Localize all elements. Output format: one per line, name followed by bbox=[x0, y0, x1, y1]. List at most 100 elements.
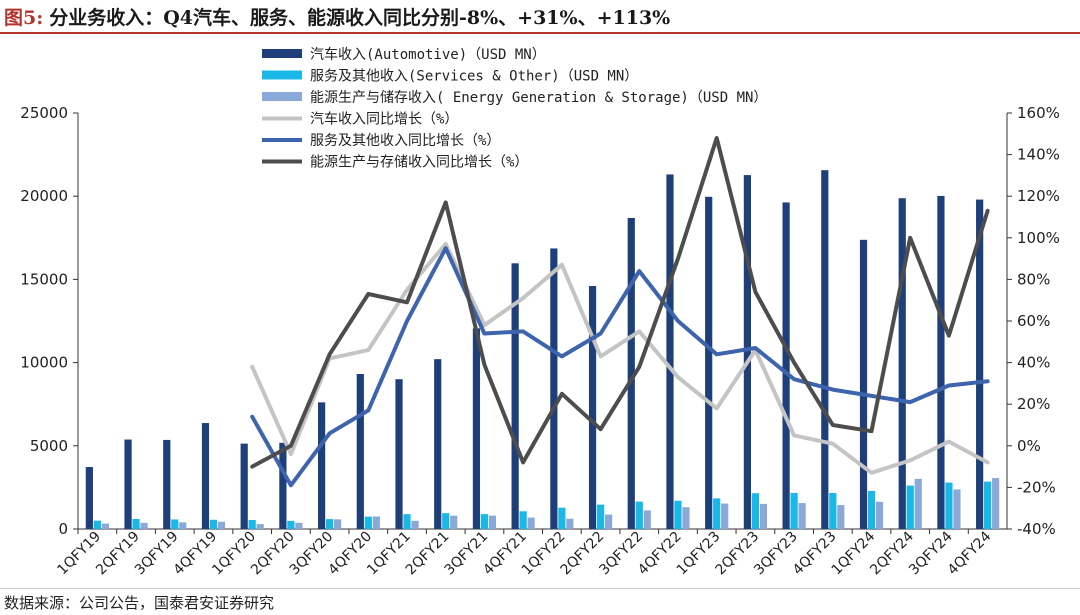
y-left-tick-label: 10000 bbox=[20, 354, 68, 372]
bar-energy bbox=[992, 478, 1000, 529]
bar-energy bbox=[682, 507, 690, 529]
y-right-tick-label: 140% bbox=[1017, 146, 1060, 164]
bar-services bbox=[751, 493, 759, 529]
bar-automotive bbox=[976, 199, 984, 529]
y-left-tick-label: 25000 bbox=[20, 104, 68, 122]
bar-energy bbox=[217, 521, 226, 529]
bar-automotive bbox=[163, 439, 171, 529]
legend-swatch-services bbox=[262, 70, 302, 80]
bar-services bbox=[93, 520, 101, 529]
bar-energy bbox=[101, 523, 109, 529]
y-right-tick-label: -40% bbox=[1017, 520, 1056, 538]
legend-swatch-energy bbox=[262, 92, 302, 101]
bar-automotive bbox=[821, 170, 829, 529]
bar-automotive bbox=[240, 443, 248, 529]
legend-swatch-automotive bbox=[262, 49, 302, 58]
bar-automotive bbox=[898, 198, 906, 529]
bar-automotive bbox=[782, 202, 790, 529]
bar-energy bbox=[450, 515, 458, 529]
y-right-tick-label: -20% bbox=[1017, 478, 1056, 496]
bar-energy bbox=[759, 503, 767, 529]
bar-energy bbox=[604, 514, 613, 529]
y-right-tick-label: 40% bbox=[1017, 354, 1050, 372]
bar-automotive bbox=[666, 174, 674, 529]
bar-energy bbox=[643, 510, 651, 529]
bar-energy bbox=[837, 505, 845, 529]
bar-energy bbox=[411, 520, 419, 529]
bar-automotive bbox=[511, 263, 519, 529]
bar-services bbox=[209, 519, 218, 529]
bar-energy bbox=[566, 518, 574, 529]
bar-energy bbox=[295, 522, 303, 529]
bar-automotive bbox=[550, 248, 558, 529]
bar-services bbox=[248, 520, 256, 529]
revenue-combo-chart: 0 5000 10000 15000 20000 25000 -40% -20% 0% 20% 40… bbox=[20, 46, 1060, 578]
bar-services bbox=[326, 519, 334, 529]
bar-energy bbox=[953, 489, 961, 529]
y-left-tick-label: 0 bbox=[58, 520, 68, 538]
legend-label-energy: 能源生产与储存收入( Energy Generation & Storage)（… bbox=[310, 90, 767, 106]
bar-automotive bbox=[395, 379, 403, 529]
y-right-tick-label: 80% bbox=[1017, 270, 1050, 288]
y-left-tick-label: 5000 bbox=[30, 437, 68, 455]
legend-label-automotive: 汽车收入(Automotive)（USD MN） bbox=[310, 46, 546, 63]
bar-services bbox=[132, 518, 140, 529]
y-right-tick-label: 60% bbox=[1017, 312, 1050, 330]
bar-automotive bbox=[472, 328, 481, 529]
bar-automotive bbox=[705, 196, 713, 529]
bar-services bbox=[829, 492, 837, 529]
bar-automotive bbox=[588, 286, 597, 529]
bar-services bbox=[635, 501, 643, 529]
y-left-tick-label: 15000 bbox=[20, 270, 68, 288]
y-right-tick-label: 120% bbox=[1017, 187, 1060, 205]
bar-energy bbox=[914, 478, 922, 529]
figure-title: 分业务收入：Q4汽车、服务、能源收入同比分别-8%、+31%、+113% bbox=[49, 6, 671, 29]
line-auto_yoy bbox=[250, 242, 990, 475]
bar-energy bbox=[179, 522, 187, 529]
bar-energy bbox=[488, 515, 497, 529]
bar-automotive bbox=[279, 442, 287, 529]
legend-label-services_yoy: 服务及其他收入同比增长（%） bbox=[310, 133, 500, 149]
bar-services bbox=[403, 514, 411, 529]
bar-energy bbox=[256, 524, 264, 529]
bar-services bbox=[713, 498, 721, 529]
bar-automotive bbox=[124, 439, 132, 529]
bar-services bbox=[906, 485, 914, 529]
bar-services bbox=[442, 513, 450, 529]
source-divider bbox=[0, 588, 1080, 589]
line-services_yoy bbox=[250, 246, 990, 488]
y-right-tick-label: 0% bbox=[1017, 437, 1041, 455]
bar-services bbox=[867, 490, 876, 529]
legend-label-energy_yoy: 能源生产与存储收入同比增长（%） bbox=[310, 155, 528, 171]
bar-services bbox=[287, 520, 295, 529]
bar-energy bbox=[721, 503, 729, 529]
bar-services bbox=[480, 514, 489, 529]
bar-energy bbox=[527, 517, 535, 529]
bar-automotive bbox=[356, 374, 364, 529]
bar-services bbox=[674, 500, 682, 529]
figure-title-bar: 图5: 分业务收入：Q4汽车、服务、能源收入同比分别-8%、+31%、+113% bbox=[0, 0, 1080, 34]
y-right-tick-label: 20% bbox=[1017, 395, 1050, 413]
bar-energy bbox=[798, 503, 806, 529]
bar-energy bbox=[372, 516, 380, 529]
legend-label-auto_yoy: 汽车收入同比增长（%） bbox=[310, 111, 458, 128]
bar-services bbox=[945, 482, 953, 529]
source-note: 数据来源：公司公告，国泰君安证券研究 bbox=[4, 594, 275, 612]
bar-energy bbox=[875, 501, 884, 529]
line-energy_yoy bbox=[250, 136, 990, 469]
y-right-tick-label: 160% bbox=[1017, 104, 1060, 122]
bar-automotive bbox=[937, 195, 945, 529]
bar-automotive bbox=[743, 175, 751, 530]
bar-energy bbox=[140, 522, 148, 529]
bar-services bbox=[171, 519, 179, 529]
bar-automotive bbox=[627, 217, 635, 529]
bar-services bbox=[984, 481, 992, 529]
bar-automotive bbox=[201, 423, 210, 529]
bar-services bbox=[596, 504, 605, 529]
bar-automotive bbox=[434, 359, 442, 529]
legend-label-services: 服务及其他收入(Services & Other)（USD MN） bbox=[310, 69, 638, 85]
bar-services bbox=[519, 511, 527, 529]
bar-energy bbox=[334, 519, 342, 529]
bar-services bbox=[364, 516, 372, 529]
bar-services bbox=[558, 507, 566, 529]
